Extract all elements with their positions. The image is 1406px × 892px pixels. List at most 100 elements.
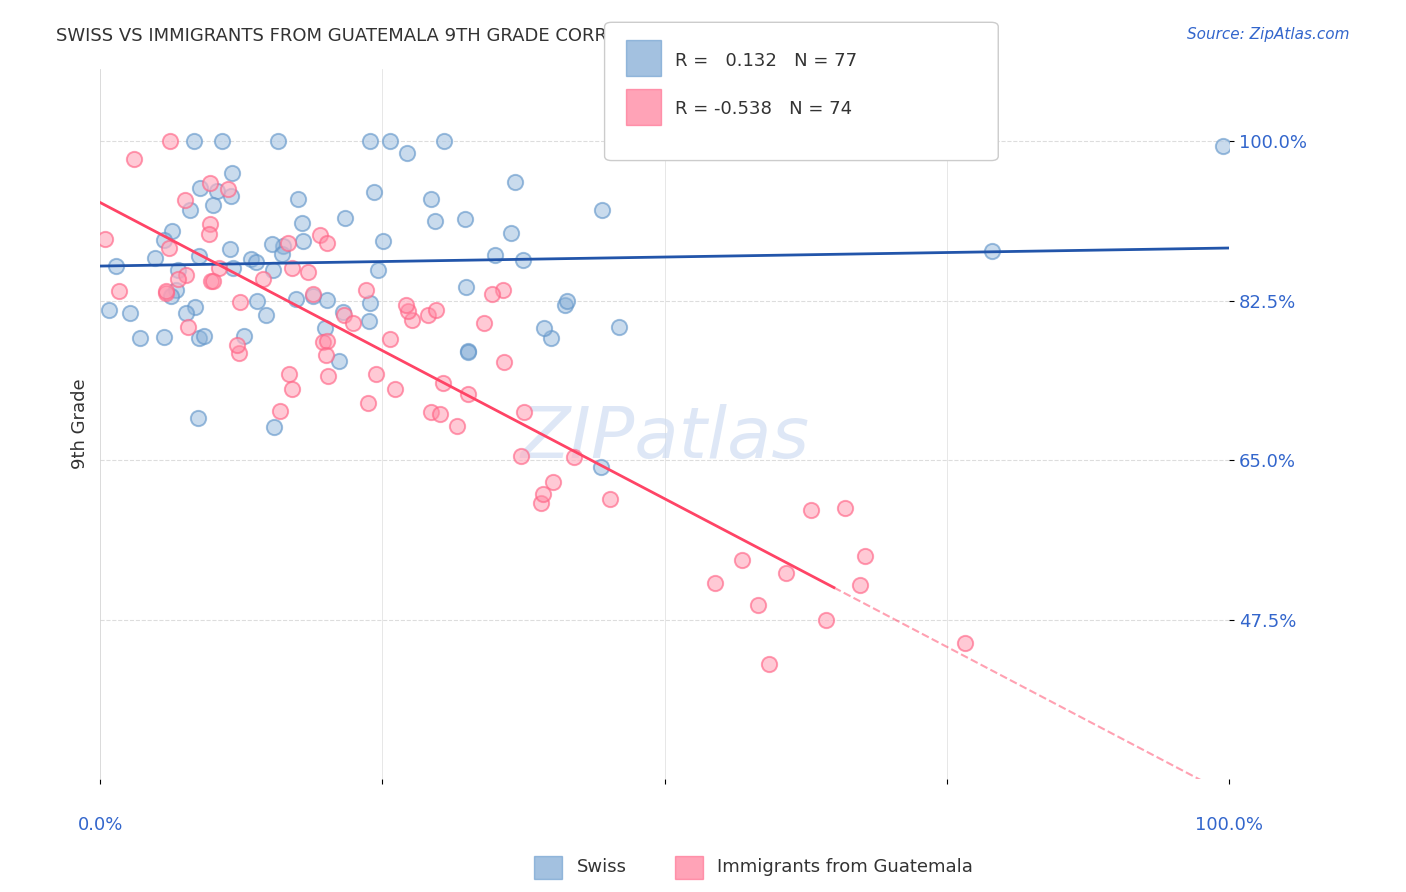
Y-axis label: 9th Grade: 9th Grade [72, 378, 89, 469]
Point [396, 303, 419, 318]
Point [200, 273, 222, 287]
Point [599, 491, 621, 506]
Point [245, 254, 267, 268]
Point [396, 146, 419, 161]
Point [456, 279, 478, 293]
Point [174, 306, 197, 320]
Point [395, 298, 418, 312]
Point [834, 500, 856, 515]
Point [531, 487, 554, 501]
Point [183, 135, 205, 149]
Point [160, 288, 183, 302]
Point [332, 305, 354, 319]
Point [423, 214, 446, 228]
Point [152, 330, 174, 344]
Point [849, 578, 872, 592]
Point [277, 236, 299, 251]
Point [492, 283, 515, 297]
Point [262, 263, 284, 277]
Point [457, 387, 479, 401]
Point [814, 613, 837, 627]
Point [188, 181, 211, 195]
Point [380, 135, 402, 149]
Point [425, 303, 447, 318]
Point [239, 252, 262, 267]
Point [160, 224, 183, 238]
Point [420, 404, 443, 418]
Text: ZIPatlas: ZIPatlas [520, 403, 808, 473]
Point [853, 549, 876, 564]
Point [457, 344, 479, 359]
Point [222, 260, 245, 275]
Point [342, 316, 364, 330]
Point [531, 487, 554, 501]
Point [533, 321, 555, 335]
Point [271, 239, 294, 253]
Point [371, 234, 394, 248]
Point [245, 254, 267, 268]
Point [309, 228, 332, 243]
Point [509, 449, 531, 463]
Point [177, 319, 200, 334]
Point [401, 312, 423, 326]
Point [607, 319, 630, 334]
Point [512, 252, 534, 267]
Point [429, 407, 451, 421]
Point [129, 331, 152, 345]
Point [260, 236, 283, 251]
Text: 0.0%: 0.0% [77, 815, 124, 834]
Point [152, 233, 174, 247]
Point [318, 368, 340, 383]
Point [232, 328, 254, 343]
Point [292, 234, 315, 248]
Point [262, 263, 284, 277]
Point [446, 419, 468, 434]
Point [187, 249, 209, 263]
Point [232, 328, 254, 343]
Point [157, 241, 180, 255]
Point [775, 566, 797, 580]
Point [187, 331, 209, 345]
Point [513, 404, 536, 418]
Point [484, 247, 506, 261]
Point [260, 236, 283, 251]
Point [420, 192, 443, 206]
Point [530, 496, 553, 510]
Point [187, 249, 209, 263]
Point [221, 189, 243, 203]
Point [118, 305, 141, 319]
Point [541, 475, 564, 489]
Point [176, 268, 198, 283]
Point [302, 288, 325, 302]
Point [456, 279, 478, 293]
Point [269, 404, 291, 418]
Point [152, 233, 174, 247]
Point [589, 460, 612, 475]
Point [316, 293, 339, 307]
Point [693, 135, 716, 149]
Point [267, 135, 290, 149]
Text: Source: ZipAtlas.com: Source: ZipAtlas.com [1187, 27, 1350, 42]
Point [187, 411, 209, 425]
Point [512, 252, 534, 267]
Point [457, 344, 479, 359]
Point [208, 261, 231, 276]
Point [418, 308, 440, 322]
Point [94, 232, 117, 246]
Point [200, 217, 222, 231]
Point [129, 331, 152, 345]
Point [211, 135, 233, 149]
Point [693, 135, 716, 149]
Point [187, 411, 209, 425]
Point [396, 146, 419, 161]
Point [201, 198, 224, 212]
Point [218, 242, 240, 256]
Point [363, 185, 385, 199]
Point [359, 135, 381, 149]
Point [472, 316, 495, 330]
Point [499, 226, 522, 240]
Point [540, 331, 562, 345]
Point [364, 367, 387, 381]
Point [167, 263, 190, 277]
Point [208, 261, 231, 276]
